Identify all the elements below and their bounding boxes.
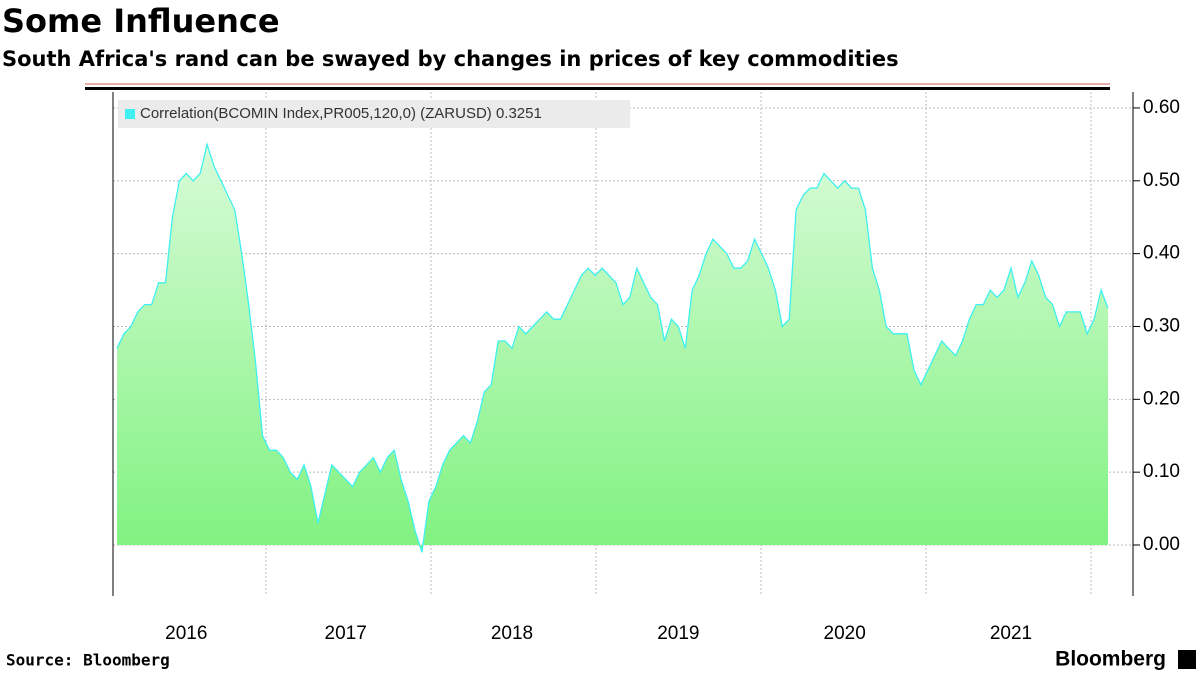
brand-icon bbox=[1178, 650, 1196, 669]
x-tick-label: 2016 bbox=[165, 623, 207, 644]
chart-subtitle: South Africa's rand can be swayed by cha… bbox=[2, 47, 899, 71]
line bbox=[116, 141, 1109, 553]
y-tick-label: 0.30 bbox=[1143, 315, 1180, 336]
y-tick-label: 0.00 bbox=[1143, 534, 1180, 555]
y-tick-label: 0.20 bbox=[1143, 388, 1180, 409]
x-tick-label: 2018 bbox=[491, 623, 533, 644]
chart-title: Some Influence bbox=[2, 2, 280, 40]
x-tick-label: 2020 bbox=[824, 623, 866, 644]
x-tick-label: 2021 bbox=[990, 623, 1032, 644]
x-tick-label: 2017 bbox=[325, 623, 367, 644]
y-tick-label: 0.50 bbox=[1143, 170, 1180, 191]
legend-label: Correlation(BCOMIN Index,PR005,120,0) (Z… bbox=[140, 105, 542, 122]
source: Source: Bloomberg bbox=[6, 651, 170, 670]
y-tick-label: 0.60 bbox=[1143, 97, 1180, 118]
area bbox=[117, 144, 1108, 553]
brand: Bloomberg bbox=[1055, 648, 1166, 671]
x-tick-label: 2019 bbox=[657, 623, 699, 644]
y-tick-label: 0.40 bbox=[1143, 243, 1180, 264]
legend-box bbox=[118, 100, 630, 128]
y-tick-label: 0.10 bbox=[1143, 461, 1180, 482]
plot: 0.60 0.50 0.40 0.30 0.20 0.10 0.00 Correlation(… bbox=[112, 92, 1180, 644]
legend-swatch bbox=[125, 109, 135, 119]
